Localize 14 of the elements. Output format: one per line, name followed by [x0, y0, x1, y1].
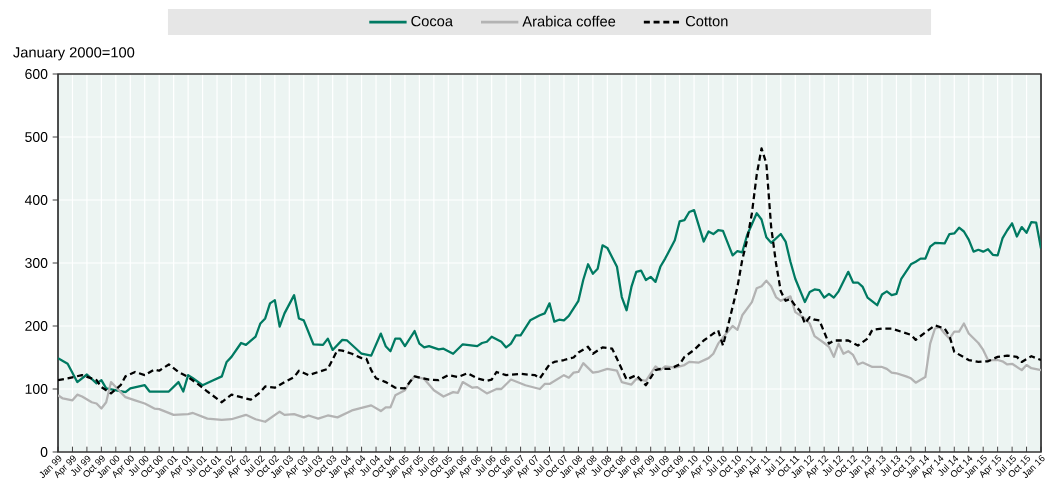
line-series — [58, 279, 1042, 423]
y-tick-label: 600 — [25, 69, 48, 79]
y-tick-label: 400 — [24, 195, 48, 205]
legend-label: Arabica coffee — [522, 15, 616, 27]
y-axis-title: January 2000=100 — [13, 47, 135, 61]
y-tick-label: 500 — [25, 132, 48, 142]
y-tick-label: 300 — [25, 258, 48, 268]
legend-label: Cocoa — [411, 15, 454, 27]
y-tick-label: 200 — [25, 321, 48, 331]
y-tick-label: 0 — [40, 447, 48, 457]
y-tick-label: 100 — [25, 384, 48, 394]
line-series — [58, 147, 1042, 404]
legend-label: Cotton — [685, 15, 728, 27]
line-series — [58, 208, 1042, 394]
